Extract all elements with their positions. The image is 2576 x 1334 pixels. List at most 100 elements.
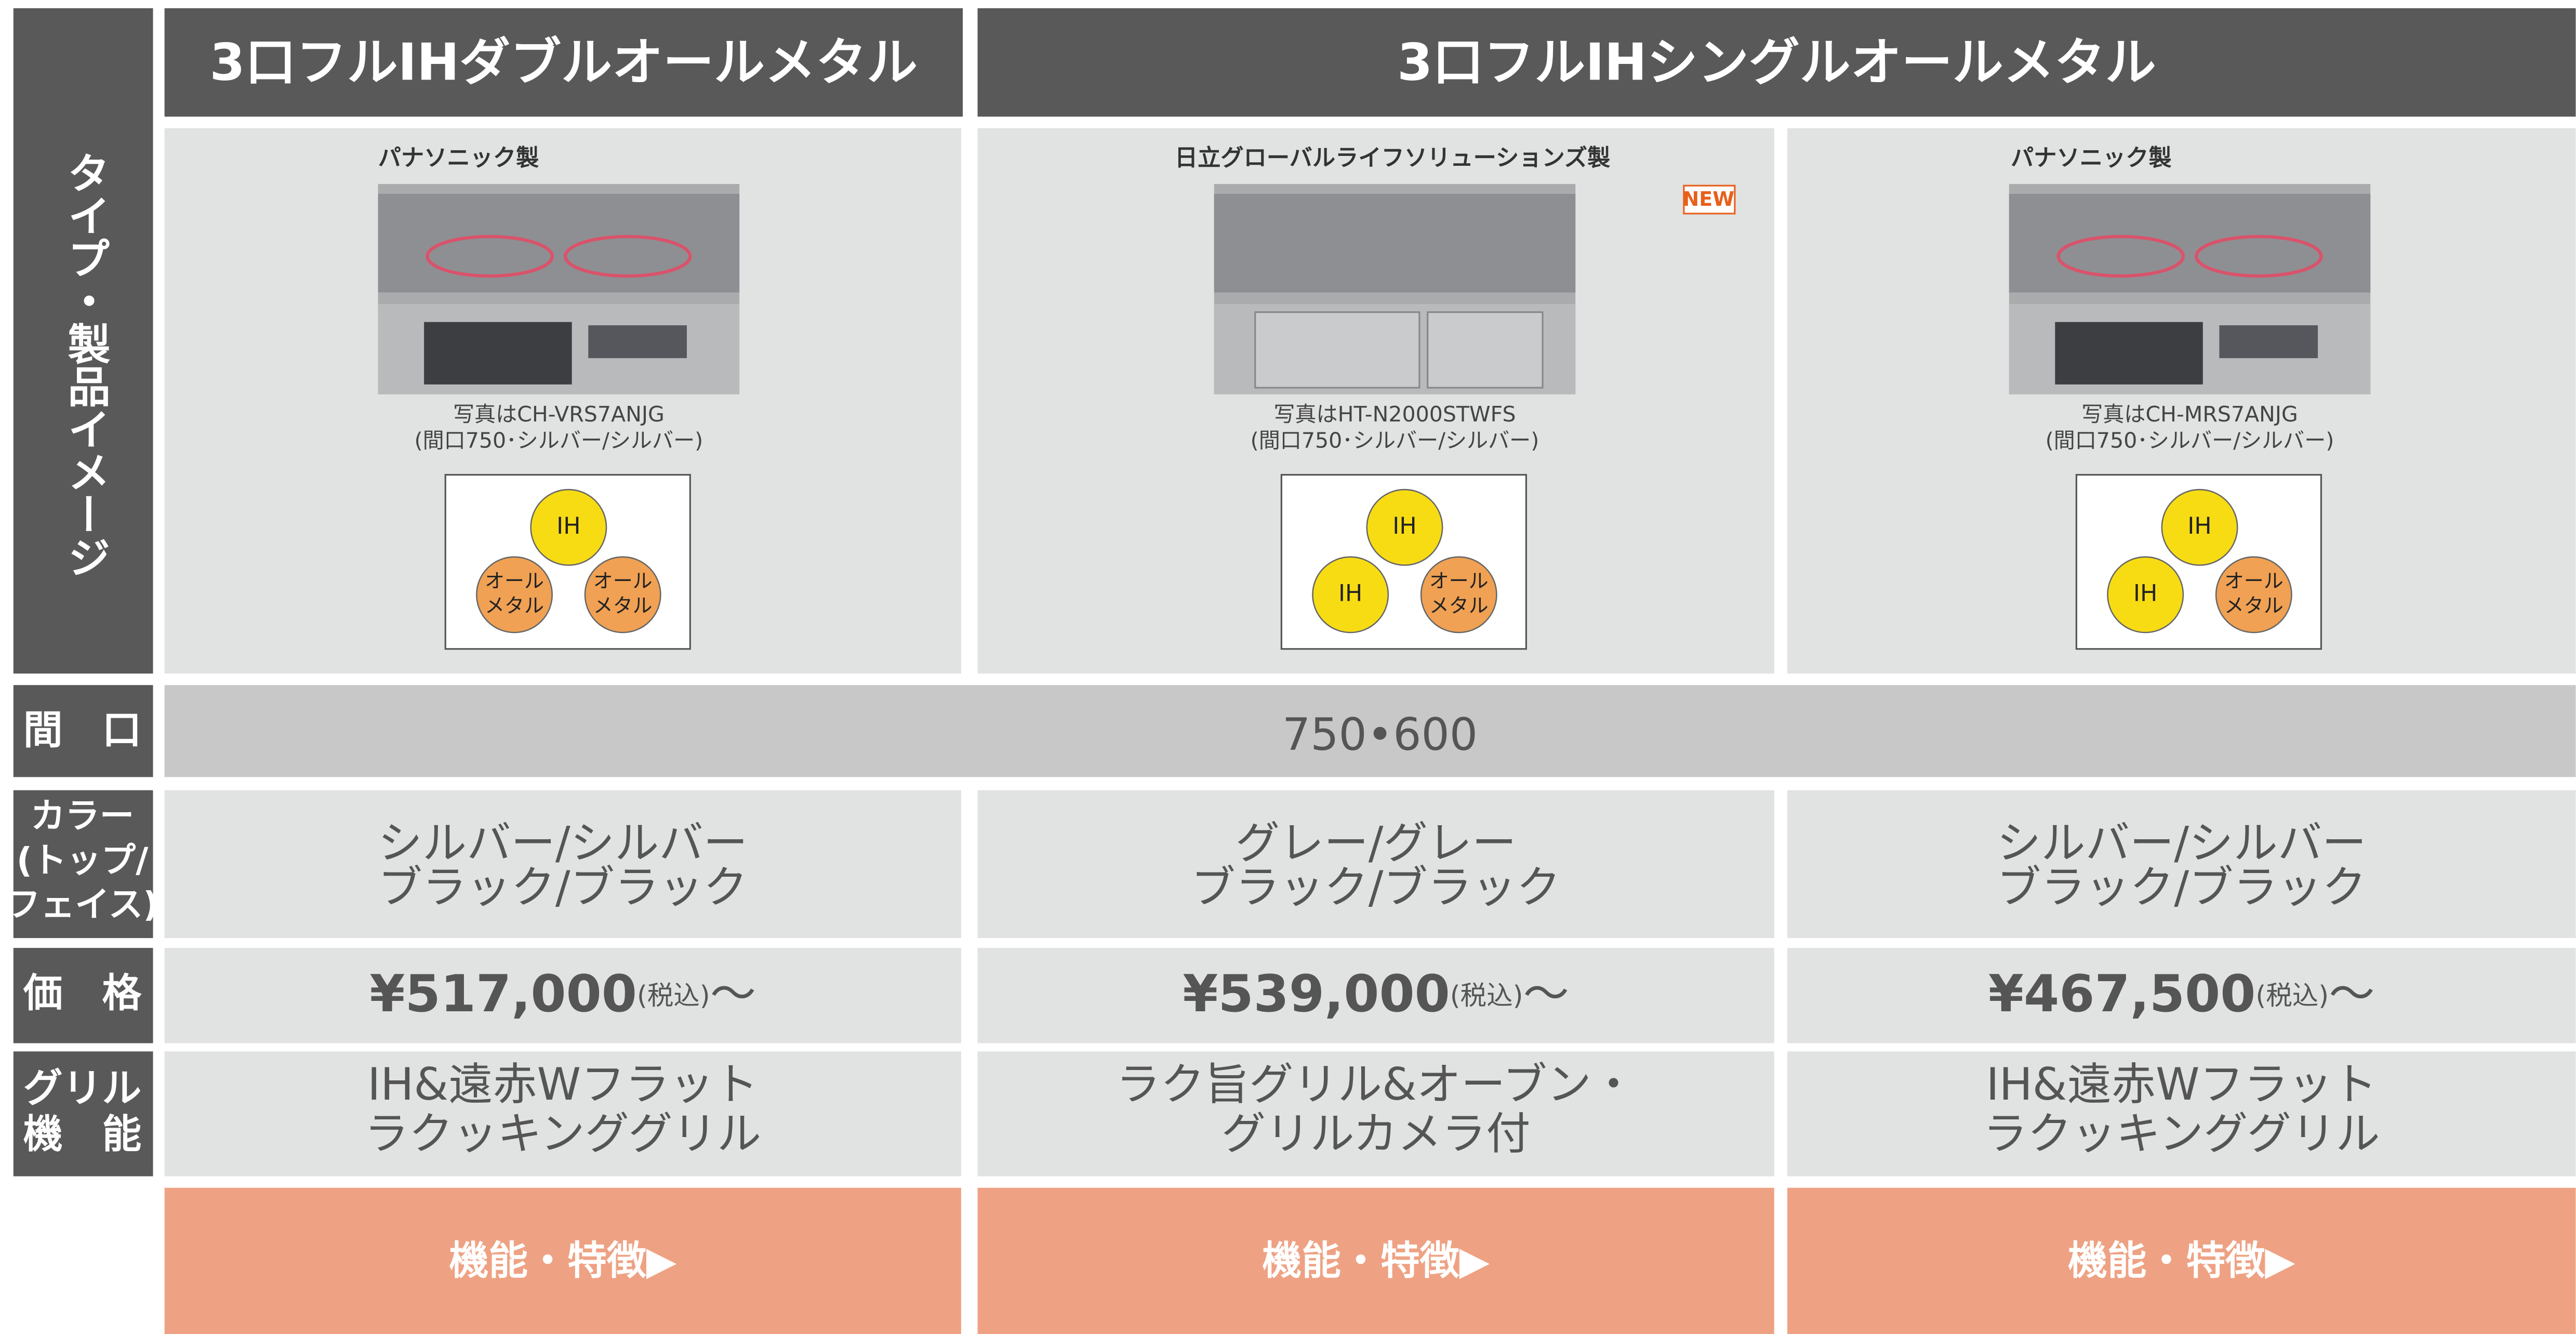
price-value: ¥467,500 [1988, 965, 2256, 1024]
burner [476, 556, 553, 633]
group-title: 3口フルIHダブルオールメタル [210, 33, 918, 92]
color-value: シルバー/シルバー [378, 818, 748, 869]
photo-grill [2055, 322, 2203, 385]
burner [530, 488, 607, 566]
grill-value: ラク旨グリル&オーブン・ [1116, 1059, 1636, 1111]
price-tilde: 〜 [1523, 967, 1569, 1021]
maker: 日立グローバルライフソリューションズ製 [1175, 145, 1611, 171]
burner-label: メタル [2224, 595, 2283, 617]
color-value: ブラック/ブラック [1191, 862, 1561, 914]
row-label: 間 口 [23, 707, 142, 753]
price-cell [977, 948, 1774, 1044]
grill-value: ラクッキンググリル [364, 1108, 761, 1160]
feature-button[interactable] [1787, 1187, 2576, 1334]
burner-label: IH [2133, 580, 2157, 606]
burner [2107, 556, 2184, 633]
burner-label: IH [1392, 513, 1416, 539]
photo-ring [2195, 235, 2323, 278]
price-tilde: 〜 [2329, 967, 2375, 1021]
grill-value: グリルカメラ付 [1221, 1108, 1531, 1160]
photo-caption: 写真はHT-N2000STWFS [1273, 402, 1516, 427]
grill-value: ラクッキンググリル [1983, 1108, 2380, 1160]
price: ¥467,500(税込)〜 [1988, 965, 2375, 1024]
photo-drawer [1254, 311, 1420, 389]
color-cell [977, 790, 1774, 939]
burner-label: オール [485, 570, 544, 592]
color-value: ブラック/ブラック [378, 862, 748, 914]
burner [1366, 488, 1443, 566]
price-tilde: 〜 [710, 967, 756, 1021]
badge-box [1683, 184, 1736, 215]
photo-panel [2219, 325, 2318, 359]
feature-button-label[interactable]: 機能・特徴▶ [449, 1238, 676, 1284]
color-value: グレー/グレー [1236, 818, 1517, 869]
row-label: カラー [31, 795, 134, 836]
color-cell [1787, 790, 2576, 939]
price-tax: (税込) [1450, 980, 1523, 1010]
color-cell [164, 790, 961, 939]
photo-ring [426, 235, 554, 278]
price-value: ¥539,000 [1183, 965, 1450, 1024]
color-value: ブラック/ブラック [1997, 862, 2367, 914]
row-label: (トップ/ [17, 840, 149, 880]
burner-label: オール [593, 570, 653, 592]
width-value: 750•600 [1282, 709, 1478, 761]
row-label: フェイス) [6, 884, 159, 924]
photo-caption: (間口750･シルバー/シルバー) [2046, 428, 2334, 453]
photo-ring [2056, 235, 2185, 278]
photo-top [1214, 194, 1576, 293]
photo-caption: (間口750･シルバー/シルバー) [1251, 428, 1539, 453]
badge: NEW [1683, 188, 1734, 210]
photo-caption: (間口750･シルバー/シルバー) [415, 428, 703, 453]
photo-ring [563, 235, 692, 278]
price-cell [164, 948, 961, 1044]
photo-caption: 写真はCH-MRS7ANJG [2081, 402, 2298, 427]
color-value: シルバー/シルバー [1997, 818, 2367, 869]
price: ¥517,000(税込)〜 [369, 965, 756, 1024]
burner-label: メタル [485, 595, 544, 617]
width-row [164, 685, 2576, 777]
group-header [164, 8, 963, 117]
price-value: ¥517,000 [369, 965, 637, 1024]
burner [1420, 556, 1497, 633]
row-label: 機 能 [23, 1112, 142, 1157]
grill-cell [1787, 1051, 2576, 1177]
burner-label: メタル [1429, 595, 1489, 617]
row-label-bg [13, 8, 153, 674]
group-title: 3口フルIHシングルオールメタル [1397, 33, 2156, 92]
burner-label: オール [1429, 570, 1489, 592]
photo-grill [424, 322, 572, 385]
price-tax: (税込) [637, 980, 710, 1010]
feature-button-label[interactable]: 機能・特徴▶ [1262, 1238, 1490, 1284]
maker: パナソニック製 [378, 145, 539, 171]
burner [2161, 488, 2238, 566]
burner [584, 556, 661, 633]
maker: パナソニック製 [2011, 145, 2172, 171]
grill-value: IH&遠赤Wフラット [1986, 1059, 2377, 1111]
row-label: グリル [23, 1065, 142, 1111]
row-label: 価 格 [23, 970, 142, 1016]
feature-button[interactable] [977, 1187, 1774, 1334]
burner [2215, 556, 2292, 633]
burner-label: IH [2187, 513, 2211, 539]
photo-top [2009, 194, 2371, 293]
row-label-bg [13, 685, 153, 777]
burner-label: IH [556, 513, 580, 539]
burner [1312, 556, 1389, 633]
price-tax: (税込) [2255, 980, 2329, 1010]
grill-cell [977, 1051, 1774, 1177]
row-label: タイプ・製品イメージ [60, 151, 110, 578]
grill-value: IH&遠赤Wフラット [367, 1059, 758, 1111]
group-header [977, 8, 2576, 117]
photo-caption: 写真はCH-VRS7ANJG [453, 402, 665, 427]
photo-top [378, 194, 740, 293]
feature-button-label[interactable]: 機能・特徴▶ [2068, 1238, 2295, 1284]
row-label-bg [13, 948, 153, 1044]
burner-label: メタル [593, 595, 653, 617]
grill-cell [164, 1051, 961, 1177]
price: ¥539,000(税込)〜 [1183, 965, 1569, 1024]
photo-drawer [1427, 311, 1544, 389]
feature-button[interactable] [164, 1187, 961, 1334]
